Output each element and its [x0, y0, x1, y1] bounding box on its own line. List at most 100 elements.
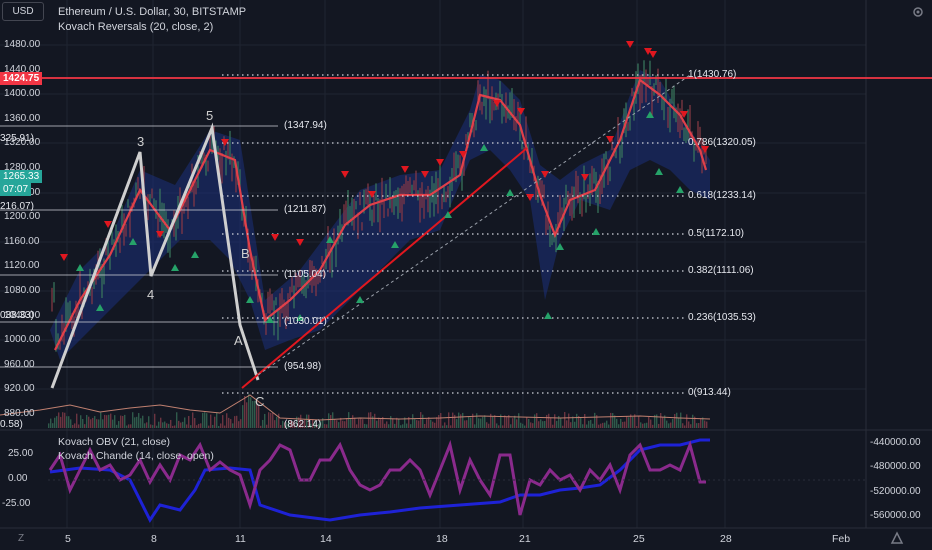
- volume-bar: [304, 419, 306, 428]
- lower-left-tick: -25.00: [2, 498, 31, 509]
- volume-bar: [114, 415, 116, 428]
- volume-bar: [74, 423, 76, 428]
- volume-bar: [152, 425, 154, 428]
- volume-bar: [148, 416, 150, 428]
- volume-bar: [342, 420, 344, 428]
- lower-left-tick: 25.00: [8, 448, 34, 459]
- volume-bar: [156, 425, 158, 428]
- price-tick: 1040.00: [4, 309, 41, 321]
- volume-bar: [146, 422, 148, 428]
- chande-title[interactable]: Kovach Chande (14, close, open): [58, 450, 214, 462]
- volume-bar: [446, 425, 448, 428]
- volume-bar: [512, 418, 514, 428]
- volume-bar: [196, 425, 198, 428]
- volume-bar: [672, 418, 674, 428]
- volume-bar: [478, 418, 480, 428]
- volume-bar: [616, 418, 618, 428]
- volume-bar: [578, 415, 580, 428]
- volume-bar: [180, 422, 182, 428]
- left-cut-label: 0.58): [0, 419, 23, 430]
- volume-bar: [700, 418, 702, 428]
- bear-marker: [436, 159, 444, 166]
- volume-bar: [344, 421, 346, 428]
- volume-bar: [540, 419, 542, 428]
- reversal-markers: [60, 41, 709, 323]
- z-icon[interactable]: Z: [18, 533, 25, 544]
- volume-bar: [324, 424, 326, 428]
- volume-bar: [440, 413, 442, 428]
- volume-bar: [178, 420, 180, 428]
- volume-bar: [614, 415, 616, 428]
- volume-bar: [466, 420, 468, 428]
- wave-label: A: [234, 333, 243, 348]
- symbol-title[interactable]: Ethereum / U.S. Dollar, 30, BITSTAMP: [58, 6, 247, 18]
- level-label: (1347.94): [284, 120, 327, 131]
- trend-line: [241, 147, 528, 389]
- volume-bar: [368, 412, 370, 428]
- volume-bar: [612, 413, 614, 428]
- volume-bar: [248, 394, 250, 428]
- volume-bar: [558, 415, 560, 428]
- bear-marker: [60, 254, 68, 261]
- left-cut-label: 325.91): [0, 133, 34, 144]
- volume-bar: [218, 425, 220, 428]
- volume-bar: [116, 424, 118, 428]
- volume-bar: [64, 412, 66, 428]
- volume-bar: [416, 420, 418, 428]
- volume-bar: [630, 414, 632, 428]
- volume-bar: [228, 417, 230, 428]
- indicator-title[interactable]: Kovach Reversals (20, close, 2): [58, 21, 214, 33]
- bull-marker: [506, 189, 514, 196]
- volume-bar: [52, 423, 54, 428]
- price-tick: 1440.00: [4, 63, 41, 75]
- volume-bar: [366, 424, 368, 428]
- volume-bar: [56, 416, 58, 428]
- fib-level-label: 1(1430.76): [688, 69, 737, 80]
- volume-bar: [370, 412, 372, 428]
- bull-marker: [556, 243, 564, 250]
- volume-bar: [380, 418, 382, 428]
- volume-bar: [334, 419, 336, 428]
- volume-bar: [264, 413, 266, 428]
- volume-bar: [372, 416, 374, 428]
- volume-bar: [62, 412, 64, 428]
- time-tick: Feb: [832, 533, 851, 545]
- volume-bar: [322, 418, 324, 428]
- volume-bar: [472, 413, 474, 428]
- volume-bar: [70, 419, 72, 428]
- bull-marker: [544, 312, 552, 319]
- volume-bar: [284, 422, 286, 428]
- bull-marker: [391, 241, 399, 248]
- volume-bar: [436, 417, 438, 428]
- volume-bar: [526, 417, 528, 428]
- volume-bar: [694, 416, 696, 428]
- volume-bar: [268, 412, 270, 428]
- wave-label: 5: [206, 108, 214, 123]
- volume-bar: [340, 417, 342, 428]
- volume-bar: [434, 422, 436, 428]
- volume-bar: [574, 421, 576, 428]
- volume-bar: [420, 412, 422, 428]
- volume-bar: [518, 413, 520, 428]
- volume-bar: [542, 421, 544, 428]
- fib-level-label: 0(913.44): [688, 387, 731, 398]
- settings-icon[interactable]: [911, 5, 925, 19]
- fib-retracement[interactable]: [222, 74, 685, 394]
- volume-bar: [566, 420, 568, 428]
- volume-bar: [658, 423, 660, 428]
- volume-bar: [656, 414, 658, 428]
- left-cut-label: 038.33): [0, 310, 34, 321]
- volume-bar: [320, 421, 322, 428]
- bull-marker: [646, 111, 654, 118]
- obv-title[interactable]: Kovach OBV (21, close): [58, 436, 171, 448]
- volume-bar: [454, 414, 456, 428]
- volume-bar: [292, 421, 294, 428]
- tv-logo-icon: [890, 531, 904, 545]
- volume-bar: [250, 397, 252, 428]
- volume-bar: [412, 414, 414, 428]
- volume-bar: [354, 417, 356, 428]
- currency-button[interactable]: USD: [2, 2, 44, 21]
- volume-bar: [66, 416, 68, 428]
- bull-marker: [480, 144, 488, 151]
